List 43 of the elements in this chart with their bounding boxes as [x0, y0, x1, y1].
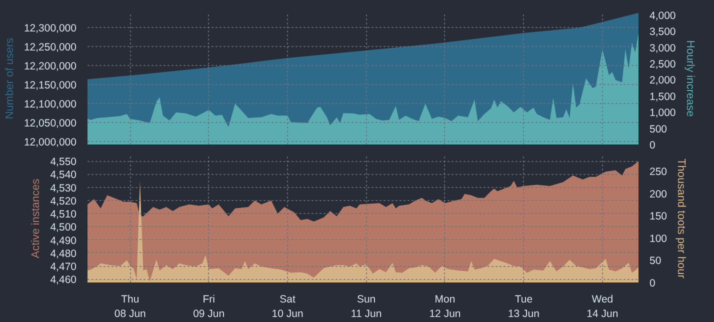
y-axis-title: Active instances	[30, 178, 42, 258]
y-tick-label: 12,300,000	[24, 22, 77, 35]
y2-axis-title: Hourly increase	[684, 40, 696, 117]
y-tick-label: 4,540	[50, 169, 77, 182]
y2-tick-label: 100	[650, 232, 668, 245]
y-tick-label: 4,470	[50, 261, 77, 274]
y-tick-label: 4,550	[50, 156, 77, 168]
y2-tick-label: 250	[650, 166, 668, 178]
y-tick-label: 4,520	[50, 195, 77, 208]
y-tick-label: 4,500	[50, 222, 77, 234]
y2-tick-label: 2,500	[650, 58, 676, 71]
y2-tick-label: 1,500	[650, 90, 676, 103]
y2-tick-label: 500	[650, 123, 668, 136]
y-tick-label: 4,460	[50, 274, 77, 286]
y2-tick-label: 150	[650, 210, 668, 223]
y2-tick-label: 0	[650, 278, 656, 290]
x-tick-label: Wed 14 Jun	[586, 294, 618, 320]
y2-tick-label: 1,000	[650, 107, 676, 120]
x-tick-label: Sat 10 Jun	[272, 294, 304, 320]
y-tick-label: 4,510	[50, 208, 77, 221]
y2-tick-label: 0	[650, 140, 656, 152]
y-axis-title: Number of users	[4, 37, 16, 120]
y2-tick-label: 200	[650, 188, 668, 200]
y-tick-label: 4,530	[50, 182, 77, 194]
x-tick-label: Fri 09 Jun	[193, 294, 225, 320]
y-tick-label: 12,250,000	[24, 42, 77, 54]
x-tick-label: Thu 08 Jun	[114, 294, 146, 320]
y2-tick-label: 4,000	[650, 10, 676, 22]
x-tick-label: Tue 13 Jun	[508, 294, 540, 320]
y2-axis-title: Thousand toots per hour	[675, 158, 688, 279]
y-tick-label: 12,050,000	[24, 118, 77, 130]
y-tick-label: 12,150,000	[24, 80, 77, 92]
y-tick-label: 4,480	[50, 248, 77, 260]
y2-tick-label: 50	[650, 255, 662, 268]
y-tick-label: 12,200,000	[24, 60, 77, 73]
y2-tick-label: 2,000	[650, 74, 676, 87]
y-tick-label: 12,100,000	[24, 98, 77, 111]
y2-tick-label: 3,000	[650, 42, 676, 54]
y-tick-label: 12,000,000	[24, 136, 77, 148]
y2-tick-label: 3,500	[650, 26, 676, 38]
y-tick-label: 4,490	[50, 234, 77, 247]
x-tick-label: Sun 11 Jun	[350, 294, 382, 320]
x-tick-label: Mon 12 Jun	[429, 294, 461, 320]
